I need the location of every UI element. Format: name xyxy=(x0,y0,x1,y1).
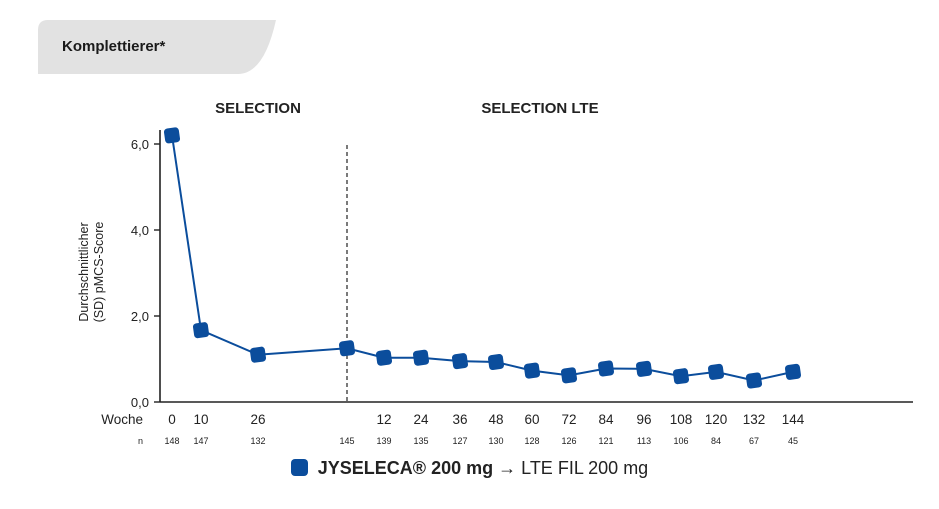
n-count-label: 145 xyxy=(339,436,354,446)
data-point xyxy=(451,353,469,370)
x-axis-title: Woche xyxy=(101,412,143,427)
data-point xyxy=(412,349,430,366)
y-axis-title: Durchschnittlicher(SD) pMCS-Score xyxy=(77,222,106,323)
n-count-label: 113 xyxy=(637,436,651,446)
n-count-label: 132 xyxy=(250,436,265,446)
x-tick-label: 84 xyxy=(598,412,614,427)
x-tick-label: 12 xyxy=(376,412,391,427)
n-count-label: 45 xyxy=(788,436,798,446)
phase-label: SELECTION LTE xyxy=(481,100,598,117)
y-axis-title-line: (SD) pMCS-Score xyxy=(92,222,106,323)
y-tick-label: 2,0 xyxy=(131,309,149,324)
data-point xyxy=(523,362,541,379)
n-count-label: 121 xyxy=(598,436,613,446)
data-point xyxy=(192,322,210,339)
n-row-title: n xyxy=(138,436,143,446)
x-tick-label: 0 xyxy=(168,412,176,427)
y-tick-label: 4,0 xyxy=(131,223,149,238)
data-point xyxy=(163,127,181,144)
tab-shape xyxy=(38,20,276,74)
n-count-label: 139 xyxy=(376,436,391,446)
data-point xyxy=(338,340,356,357)
series-line xyxy=(171,135,794,382)
data-point xyxy=(635,360,653,377)
data-point xyxy=(560,367,578,384)
x-tick-label: 36 xyxy=(452,412,467,427)
n-count-label: 67 xyxy=(749,436,759,446)
n-count-label: 147 xyxy=(193,436,208,446)
legend-series-name: JYSELECA® 200 mg xyxy=(317,458,494,478)
x-tick-label: 108 xyxy=(670,412,693,427)
legend-series-continuation: LTE FIL 200 mg xyxy=(521,458,649,478)
x-tick-label: 48 xyxy=(488,412,503,427)
n-count-label: 130 xyxy=(488,436,503,446)
y-tick-label: 0,0 xyxy=(131,395,149,410)
n-count-label: 148 xyxy=(164,436,179,446)
y-axis-title-line: Durchschnittlicher xyxy=(77,222,91,321)
x-tick-label: 96 xyxy=(636,412,651,427)
y-tick-label: 6,0 xyxy=(131,137,149,152)
tab-title: Komplettierer* xyxy=(62,38,166,55)
n-count-label: 84 xyxy=(711,436,721,446)
x-tick-label: 144 xyxy=(782,412,805,427)
phase-label: SELECTION xyxy=(215,100,301,117)
data-point xyxy=(375,349,393,366)
x-tick-label: 26 xyxy=(250,412,265,427)
data-point xyxy=(745,372,763,389)
data-point xyxy=(249,346,267,363)
n-count-label: 128 xyxy=(524,436,539,446)
n-count-label: 106 xyxy=(673,436,688,446)
chart-legend: JYSELECA® 200 mg → LTE FIL 200 mg xyxy=(0,458,939,479)
data-point xyxy=(707,363,725,380)
x-tick-label: 60 xyxy=(524,412,539,427)
x-tick-label: 72 xyxy=(561,412,576,427)
x-tick-label: 10 xyxy=(193,412,208,427)
legend-arrow: → xyxy=(498,458,517,478)
data-point xyxy=(672,368,690,385)
data-point xyxy=(597,360,615,377)
x-tick-label: 120 xyxy=(705,412,728,427)
x-tick-label: 132 xyxy=(743,412,766,427)
n-count-label: 127 xyxy=(452,436,467,446)
n-count-label: 126 xyxy=(561,436,576,446)
n-count-label: 135 xyxy=(413,436,428,446)
data-point xyxy=(487,353,505,371)
legend-marker-icon xyxy=(290,459,308,476)
section-tab: Komplettierer* xyxy=(38,20,276,74)
x-tick-label: 24 xyxy=(413,412,429,427)
data-point xyxy=(784,363,802,380)
